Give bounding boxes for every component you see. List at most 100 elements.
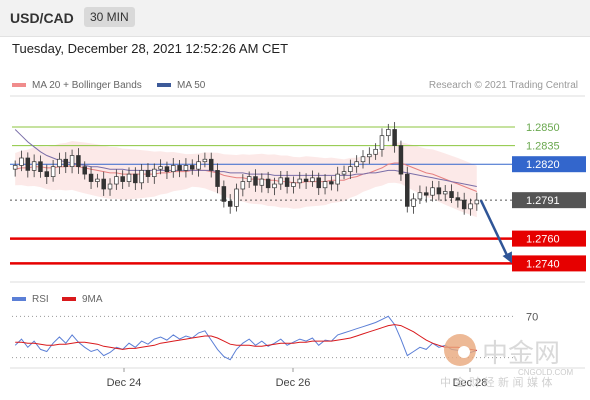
candle-body	[284, 177, 290, 187]
candle-body	[259, 178, 265, 186]
candle-body	[38, 161, 43, 172]
ma9-label: 9MA	[82, 294, 103, 305]
candle-body	[120, 176, 125, 182]
pair-title: USD/CAD	[10, 10, 74, 26]
candle-body	[341, 171, 347, 175]
chart-header: USD/CAD 30 MIN	[0, 0, 590, 37]
candle-body	[367, 153, 372, 158]
candle-body	[449, 191, 454, 199]
ma20-label: MA 20 + Bollinger Bands	[32, 80, 142, 91]
candle-body	[50, 166, 56, 177]
candle-body	[95, 178, 100, 182]
level-label-4: 1.2760	[526, 234, 560, 246]
candle-body	[272, 183, 277, 189]
candle-body	[189, 165, 195, 170]
ma50-swatch	[157, 83, 171, 88]
level-badge-4	[512, 230, 586, 247]
candle-body	[291, 182, 296, 187]
candle-body	[69, 155, 75, 168]
x-tick-label-1: Dec 26	[276, 377, 311, 389]
candle-body	[405, 173, 410, 207]
candle-body	[215, 170, 220, 187]
candle-body	[57, 158, 62, 168]
candle-body	[411, 198, 416, 207]
candle-body	[107, 183, 113, 190]
level-badge-2	[512, 156, 586, 173]
ma50-label: MA 50	[177, 80, 206, 91]
rsi-label: RSI	[32, 294, 49, 305]
candle-body	[139, 170, 144, 184]
watermark-site: CNGOLD.COM	[518, 368, 573, 377]
candle-body	[310, 177, 315, 182]
rsi-swatch	[12, 297, 26, 302]
candle-body	[436, 187, 442, 195]
candle-body	[423, 192, 429, 196]
candle-body	[455, 197, 461, 201]
x-tick-label-2: Dec 28	[453, 377, 488, 389]
candle-body	[158, 166, 163, 170]
watermark-brand: 中金网	[482, 339, 560, 369]
candle-body	[126, 173, 132, 182]
candle-body	[63, 158, 69, 168]
candle-body	[468, 203, 473, 210]
candle-body	[164, 166, 170, 172]
cngold-watermark-logo: 中金网 CNGOLD.COM 中 金 财 经 新 闻 媒 体	[440, 326, 590, 390]
level-label-5: 1.2740	[526, 258, 560, 270]
candle-body	[430, 187, 435, 196]
candle-body	[386, 129, 391, 137]
forecast-arrow-shaft	[479, 199, 510, 258]
candle-body	[461, 199, 467, 210]
level-label-0: 1.2850	[526, 122, 560, 134]
candle-body	[101, 178, 106, 190]
candle-body	[373, 148, 378, 155]
candle-body	[183, 165, 189, 171]
candle-body	[152, 168, 157, 177]
forecast-arrow-head	[502, 251, 512, 264]
candle-body	[474, 199, 480, 205]
rsi-ma9-line	[15, 324, 477, 351]
candle-body	[234, 188, 239, 207]
candle-body	[221, 186, 227, 202]
candle-body	[253, 176, 258, 186]
rsi-line	[14, 315, 477, 361]
candle-body	[322, 181, 328, 189]
watermark-tagline: 中 金 财 经 新 闻 媒 体	[440, 375, 552, 389]
level-badge-3	[512, 192, 586, 209]
chart-datetime: Tuesday, December 28, 2021 12:52:26 AM C…	[12, 41, 289, 56]
level-badge-5	[512, 255, 586, 272]
candle-body	[177, 165, 182, 171]
ma20-swatch	[12, 83, 26, 88]
candle-body	[297, 178, 303, 184]
level-label-2: 1.2820	[526, 159, 560, 171]
cngold-logo-icon: 中金网 CNGOLD.COM 中 金 财 经 新 闻 媒 体	[440, 334, 573, 389]
legend-rsi: RSI	[12, 294, 49, 305]
candle-body	[335, 173, 340, 185]
timeframe-button[interactable]: 30 MIN	[84, 7, 135, 27]
candle-body	[82, 166, 87, 175]
legend-ma20: MA 20 + Bollinger Bands	[12, 80, 142, 91]
candle-body	[114, 176, 119, 185]
candle-body	[417, 192, 423, 200]
candle-body	[88, 173, 94, 182]
candle-body	[329, 181, 334, 185]
candle-body	[354, 161, 359, 168]
candle-body	[278, 177, 284, 185]
research-credit: Research © 2021 Trading Central	[428, 80, 578, 91]
candle-body	[31, 161, 37, 171]
candle-body	[171, 165, 176, 172]
candle-body	[227, 201, 233, 207]
candle-body	[398, 145, 404, 175]
level-label-1: 1.2835	[526, 141, 560, 153]
candle-body	[240, 181, 246, 190]
candle-body	[379, 135, 385, 150]
candle-body	[348, 166, 353, 172]
candle-body	[133, 173, 138, 184]
candle-body	[196, 161, 201, 170]
candle-body	[202, 158, 208, 163]
candle-body	[303, 178, 309, 182]
candle-body	[265, 178, 271, 189]
legend-ma50: MA 50	[157, 80, 205, 91]
candle-body	[76, 155, 81, 168]
legend-9ma: 9MA	[62, 294, 103, 305]
